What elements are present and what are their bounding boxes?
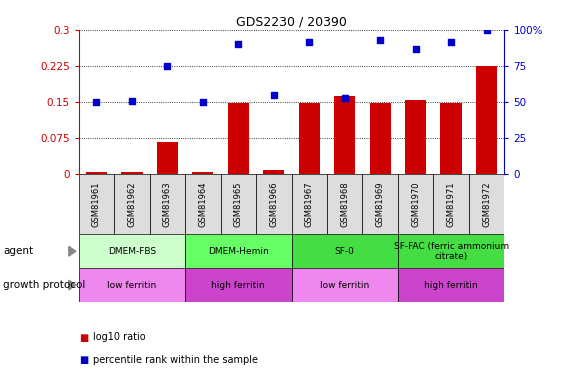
Polygon shape bbox=[69, 280, 76, 290]
Text: agent: agent bbox=[3, 246, 33, 256]
Text: DMEM-Hemin: DMEM-Hemin bbox=[208, 247, 269, 256]
Bar bbox=[405, 100, 426, 174]
Bar bbox=[263, 170, 285, 174]
Text: GSM81963: GSM81963 bbox=[163, 182, 172, 227]
Text: GSM81970: GSM81970 bbox=[411, 182, 420, 227]
Bar bbox=[227, 103, 249, 174]
Text: log10 ratio: log10 ratio bbox=[93, 333, 146, 342]
Bar bbox=[185, 174, 220, 234]
Bar bbox=[292, 234, 398, 268]
Bar bbox=[441, 103, 462, 174]
Text: GSM81965: GSM81965 bbox=[234, 182, 243, 227]
Text: percentile rank within the sample: percentile rank within the sample bbox=[93, 355, 258, 365]
Text: GSM81961: GSM81961 bbox=[92, 182, 101, 227]
Bar bbox=[292, 174, 327, 234]
Bar bbox=[256, 174, 292, 234]
Bar bbox=[370, 103, 391, 174]
Bar bbox=[220, 174, 256, 234]
Bar bbox=[292, 268, 398, 302]
Text: GSM81962: GSM81962 bbox=[128, 182, 136, 227]
Point bbox=[234, 42, 243, 48]
Bar bbox=[185, 268, 292, 302]
Text: DMEM-FBS: DMEM-FBS bbox=[108, 247, 156, 256]
Text: growth protocol: growth protocol bbox=[3, 280, 85, 290]
Point bbox=[92, 99, 101, 105]
Bar bbox=[79, 268, 185, 302]
Bar bbox=[398, 234, 504, 268]
Point bbox=[127, 98, 136, 104]
Bar bbox=[157, 142, 178, 174]
Polygon shape bbox=[69, 246, 76, 256]
Bar bbox=[363, 174, 398, 234]
Text: low ferritin: low ferritin bbox=[107, 280, 156, 290]
Bar bbox=[334, 96, 356, 174]
Point bbox=[447, 39, 456, 45]
Bar bbox=[86, 172, 107, 174]
Title: GDS2230 / 20390: GDS2230 / 20390 bbox=[236, 16, 347, 29]
Bar bbox=[398, 268, 504, 302]
Text: high ferritin: high ferritin bbox=[424, 280, 478, 290]
Text: SF-0: SF-0 bbox=[335, 247, 354, 256]
Text: GSM81967: GSM81967 bbox=[305, 182, 314, 227]
Point bbox=[375, 37, 385, 43]
Point bbox=[304, 39, 314, 45]
Point bbox=[340, 95, 349, 101]
Text: GSM81964: GSM81964 bbox=[198, 182, 208, 227]
Point bbox=[269, 92, 279, 98]
Bar bbox=[327, 174, 363, 234]
Bar bbox=[298, 103, 320, 174]
Bar bbox=[469, 174, 504, 234]
Point bbox=[411, 46, 420, 52]
Text: ■: ■ bbox=[79, 355, 88, 365]
Point bbox=[482, 27, 491, 33]
Bar bbox=[150, 174, 185, 234]
Bar bbox=[192, 172, 213, 174]
Text: GSM81972: GSM81972 bbox=[482, 182, 491, 227]
Text: ■: ■ bbox=[79, 333, 88, 342]
Text: GSM81969: GSM81969 bbox=[375, 182, 385, 227]
Bar bbox=[433, 174, 469, 234]
Text: GSM81966: GSM81966 bbox=[269, 182, 278, 227]
Point bbox=[163, 63, 172, 69]
Bar bbox=[476, 66, 497, 174]
Bar bbox=[114, 174, 150, 234]
Text: low ferritin: low ferritin bbox=[320, 280, 369, 290]
Text: GSM81971: GSM81971 bbox=[447, 182, 455, 227]
Bar bbox=[79, 234, 185, 268]
Point bbox=[198, 99, 208, 105]
Text: GSM81968: GSM81968 bbox=[340, 182, 349, 227]
Bar bbox=[398, 174, 433, 234]
Bar bbox=[185, 234, 292, 268]
Bar bbox=[121, 172, 142, 174]
Text: high ferritin: high ferritin bbox=[212, 280, 265, 290]
Text: SF-FAC (ferric ammonium
citrate): SF-FAC (ferric ammonium citrate) bbox=[394, 242, 508, 261]
Bar bbox=[79, 174, 114, 234]
